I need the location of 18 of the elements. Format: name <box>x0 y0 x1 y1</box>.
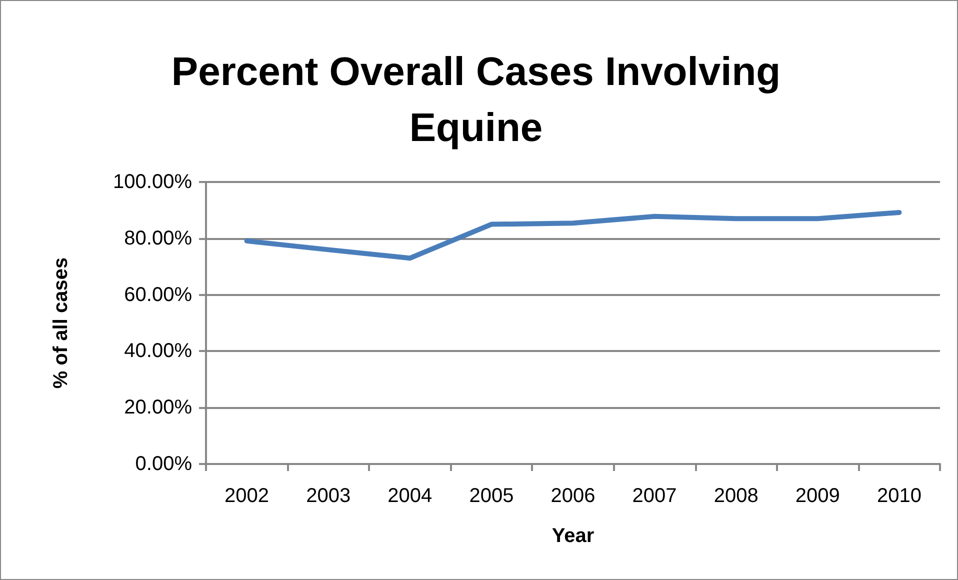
x-tick-label: 2007 <box>632 485 677 507</box>
x-axis-title: Year <box>552 525 594 547</box>
x-tick-label: 2004 <box>388 485 432 507</box>
x-tick-label: 2006 <box>550 485 596 507</box>
x-tick-label: 2009 <box>795 485 840 507</box>
y-tick-label: 80.00% <box>124 227 192 250</box>
chart-title: Percent Overall Cases Involving Equine <box>171 50 781 150</box>
x-tick-label: 2010 <box>876 485 922 507</box>
y-axis-title: % of all cases <box>50 257 72 389</box>
x-tick-label: 2002 <box>224 485 270 507</box>
y-tick-label: 0.00% <box>135 453 192 475</box>
y-tick-label: 40.00% <box>124 340 192 362</box>
y-tick-label: 60.00% <box>124 284 192 306</box>
x-tick-label: 2008 <box>714 485 758 507</box>
y-tick-label: 100.00% <box>113 171 192 193</box>
x-tick-label: 2005 <box>469 485 514 507</box>
y-tick-label: 20.00% <box>124 396 192 419</box>
x-tick-label: 2003 <box>306 485 351 507</box>
